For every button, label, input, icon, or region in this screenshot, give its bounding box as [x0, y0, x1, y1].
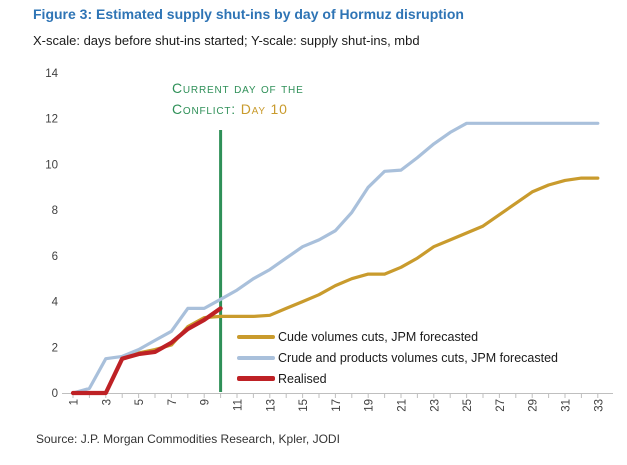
- x-tick-label: 11: [233, 399, 245, 411]
- series-line-realised: [70, 306, 223, 396]
- x-tick-label: 13: [265, 399, 277, 412]
- source-note: Source: J.P. Morgan Commodities Research…: [36, 432, 340, 446]
- y-tick-label: 12: [45, 114, 58, 126]
- annotation-line2-gold: Day 10: [240, 101, 288, 117]
- legend-item-crude-and-products: Crude and products volumes cuts, JPM for…: [237, 347, 558, 368]
- y-tick-label: 10: [45, 159, 58, 171]
- x-tick-label: 21: [397, 399, 409, 412]
- annotation-line1: Current day of the: [172, 80, 304, 96]
- figure-title: Figure 3: Estimated supply shut-ins by d…: [33, 6, 464, 22]
- legend-label: Cude volumes cuts, JPM forecasted: [278, 329, 479, 344]
- legend-label: Crude and products volumes cuts, JPM for…: [278, 350, 558, 365]
- x-tick-label: 31: [561, 399, 573, 412]
- y-tick-label: 2: [52, 342, 58, 354]
- y-tick-label: 14: [45, 68, 58, 80]
- current-day-annotation: Current day of the Conflict: Day 10: [172, 78, 304, 120]
- x-tick-label: 17: [331, 399, 343, 412]
- y-tick-label: 4: [52, 297, 59, 309]
- x-tick-label: 9: [200, 399, 212, 405]
- legend: Cude volumes cuts, JPM forecasted Crude …: [237, 326, 558, 389]
- x-tick-label: 25: [462, 399, 474, 412]
- x-tick-label: 33: [593, 399, 605, 412]
- annotation-line2-green: Conflict:: [172, 101, 236, 117]
- x-tick-label: 29: [528, 399, 540, 412]
- gold-line-swatch-icon: [237, 334, 275, 339]
- x-tick-label: 23: [429, 399, 441, 412]
- legend-label: Realised: [278, 371, 327, 386]
- y-tick-label: 0: [52, 388, 58, 400]
- x-tick-label: 1: [69, 399, 81, 405]
- x-tick-label: 19: [364, 399, 376, 412]
- x-tick-label: 5: [134, 399, 146, 405]
- y-tick-label: 6: [52, 251, 58, 263]
- y-tick-label: 8: [52, 205, 58, 217]
- x-tick-label: 7: [167, 399, 179, 405]
- legend-item-crude-volumes: Cude volumes cuts, JPM forecasted: [237, 326, 558, 347]
- x-tick-label: 3: [101, 399, 113, 405]
- figure-subtitle: X-scale: days before shut-ins started; Y…: [33, 33, 420, 48]
- x-tick-label: 15: [298, 399, 310, 412]
- x-tick-label: 27: [495, 399, 507, 412]
- red-line-swatch-icon: [237, 376, 275, 381]
- legend-item-realised: Realised: [237, 368, 558, 389]
- blue-line-swatch-icon: [237, 355, 275, 360]
- series-line-crude-and-products: [71, 121, 600, 395]
